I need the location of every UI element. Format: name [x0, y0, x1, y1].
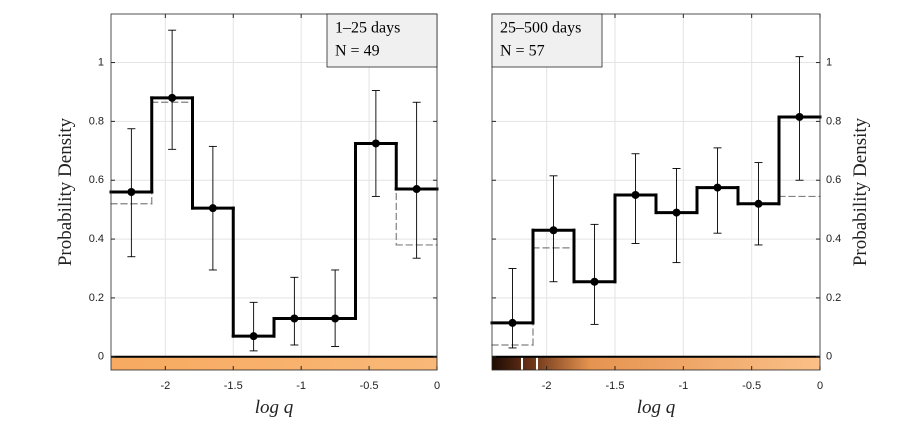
- y-axis-label: Probability Density: [55, 117, 76, 266]
- color-strip: [111, 356, 437, 370]
- x-tick-label: -1.5: [224, 380, 243, 392]
- y-tick-label: 0.4: [89, 233, 104, 245]
- y-tick-label: 0: [98, 351, 104, 363]
- legend-box: [326, 13, 438, 68]
- x-tick-label: -2: [542, 380, 552, 392]
- data-point: [795, 112, 804, 121]
- data-point: [590, 277, 599, 286]
- x-tick-label: -1: [678, 380, 688, 392]
- axes-frame: [110, 13, 438, 371]
- legend-text: N = 49: [335, 43, 380, 60]
- data-point: [412, 185, 421, 194]
- x-tick-label: 0: [434, 380, 440, 392]
- data-point: [508, 318, 517, 327]
- data-point: [631, 190, 640, 199]
- axes-frame: [491, 13, 821, 371]
- y-tick-label: 1: [826, 56, 832, 68]
- data-point: [672, 208, 681, 217]
- y-tick-label: 1: [98, 56, 104, 68]
- legend-box: [491, 13, 603, 68]
- y-tick-label: 0.2: [826, 292, 841, 304]
- y-tick-label: 0.8: [89, 115, 104, 127]
- x-axis-label: log q: [255, 397, 294, 418]
- data-point: [249, 332, 258, 341]
- y-tick-label: 0.2: [89, 292, 104, 304]
- data-point: [208, 204, 217, 213]
- y-tick-label: 0: [826, 351, 832, 363]
- data-point: [713, 183, 722, 192]
- legend-text: N = 57: [500, 43, 545, 60]
- x-tick-label: -2: [160, 380, 170, 392]
- legend-text: 1–25 days: [335, 20, 400, 37]
- y-tick-label: 0.6: [89, 174, 104, 186]
- color-strip: [492, 356, 820, 370]
- data-point: [127, 188, 136, 196]
- data-point: [549, 226, 558, 235]
- y-tick-label: 0.6: [826, 174, 841, 186]
- y-axis-label: Probability Density: [850, 117, 871, 266]
- plot-area: [492, 14, 820, 370]
- data-point: [168, 93, 177, 102]
- plot-area: [111, 14, 437, 370]
- data-point: [754, 199, 763, 208]
- y-tick-label: 0.8: [826, 115, 841, 127]
- x-tick-label: -1.5: [606, 380, 625, 392]
- y-tick-label: 0.4: [826, 233, 841, 245]
- x-tick-label: -0.5: [360, 380, 379, 392]
- legend-text: 25–500 days: [500, 20, 581, 37]
- data-point: [290, 314, 299, 323]
- x-tick-label: -1: [296, 380, 306, 392]
- x-tick-label: 0: [817, 380, 823, 392]
- x-axis-label: log q: [637, 397, 676, 418]
- data-point: [371, 139, 380, 148]
- x-tick-label: -0.5: [742, 380, 761, 392]
- data-point: [331, 314, 340, 323]
